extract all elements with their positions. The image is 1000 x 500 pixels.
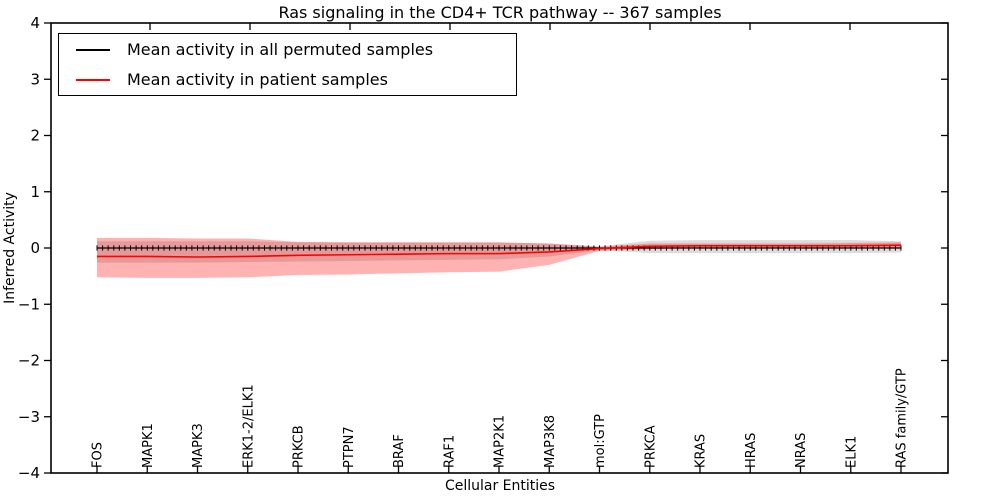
y-tick-label: 3 — [30, 70, 40, 88]
patient-band — [97, 237, 901, 278]
x-tick-label: RAS family/GTP — [895, 368, 910, 468]
y-tick-label: −2 — [18, 352, 40, 370]
x-tick-label: ELK1 — [844, 436, 859, 468]
x-axis-label: Cellular Entities — [444, 478, 556, 494]
y-tick-label: 0 — [30, 239, 40, 257]
x-tick-label: MAPK3 — [191, 423, 206, 468]
y-axis-label: Inferred Activity — [2, 192, 18, 304]
x-tick-label: PTPN7 — [342, 426, 357, 468]
permuted-line-sample — [76, 48, 110, 51]
x-tick-label: KRAS — [694, 434, 709, 468]
y-tick-label: −1 — [18, 295, 40, 313]
x-tick-label: mol:GTP — [593, 414, 608, 468]
x-tick-label: HRAS — [744, 433, 759, 468]
x-tick-label: NRAS — [794, 433, 809, 468]
x-tick-label: MAPK1 — [141, 423, 156, 468]
patient-line-sample — [76, 78, 110, 81]
x-tick-label: RAF1 — [442, 435, 457, 468]
x-tick-label: ERK1-2/ELK1 — [241, 384, 256, 468]
legend-box: Mean activity in all permuted samples Me… — [58, 33, 517, 96]
x-tick-label: BRAF — [392, 434, 407, 468]
legend-label-patient: Mean activity in patient samples — [127, 70, 388, 89]
chart-title: Ras signaling in the CD4+ TCR pathway --… — [278, 3, 722, 22]
legend-item-patient: Mean activity in patient samples — [59, 65, 516, 95]
x-tick-label: PRKCB — [292, 425, 307, 468]
y-tick-label: −3 — [18, 408, 40, 426]
permuted-markers — [96, 245, 902, 251]
legend-item-permuted: Mean activity in all permuted samples — [59, 35, 516, 65]
y-tick-label: 1 — [30, 183, 40, 201]
patient-mean-line — [97, 244, 902, 258]
x-tick-label: MAP3K8 — [543, 415, 558, 468]
x-tick-label: MAP2K1 — [493, 415, 508, 468]
legend-label-permuted: Mean activity in all permuted samples — [127, 40, 434, 59]
y-tick-label: −4 — [18, 464, 40, 482]
x-tick-label: FOS — [91, 442, 106, 468]
y-tick-label: 2 — [30, 127, 40, 145]
x-tick-label: PRKCA — [643, 425, 658, 468]
y-tick-label: 4 — [30, 14, 40, 32]
